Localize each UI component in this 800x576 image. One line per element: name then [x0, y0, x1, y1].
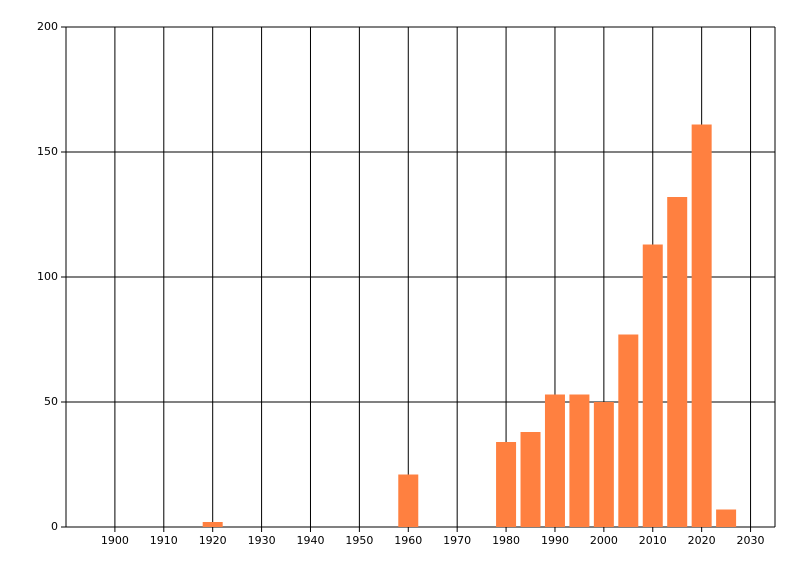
x-tick-label: 1970: [443, 534, 471, 547]
bar: [202, 522, 223, 527]
bar: [544, 394, 565, 527]
bar: [398, 474, 419, 527]
x-tick-label: 1940: [296, 534, 324, 547]
x-tick-label: 1990: [541, 534, 569, 547]
x-tick-label: 1900: [101, 534, 129, 547]
x-tick-label: 2020: [688, 534, 716, 547]
bar: [691, 124, 712, 527]
x-tick-label: 2000: [590, 534, 618, 547]
y-tick-label: 100: [37, 270, 58, 283]
x-tick-label: 1980: [492, 534, 520, 547]
x-tick-label: 1950: [345, 534, 373, 547]
y-tick-label: 200: [37, 20, 58, 33]
x-tick-label: 1920: [199, 534, 227, 547]
bar: [593, 402, 614, 527]
x-tick-label: 1910: [150, 534, 178, 547]
bar: [569, 394, 590, 527]
bar: [520, 432, 541, 527]
bar: [642, 244, 663, 527]
y-tick-label: 150: [37, 145, 58, 158]
bar: [496, 442, 517, 527]
x-tick-label: 2030: [737, 534, 765, 547]
x-tick-label: 2010: [639, 534, 667, 547]
bar: [667, 197, 688, 527]
bar: [716, 509, 737, 527]
x-tick-label: 1960: [394, 534, 422, 547]
x-tick-label: 1930: [248, 534, 276, 547]
y-tick-label: 50: [44, 395, 58, 408]
bar: [618, 334, 639, 527]
y-tick-label: 0: [51, 520, 58, 533]
